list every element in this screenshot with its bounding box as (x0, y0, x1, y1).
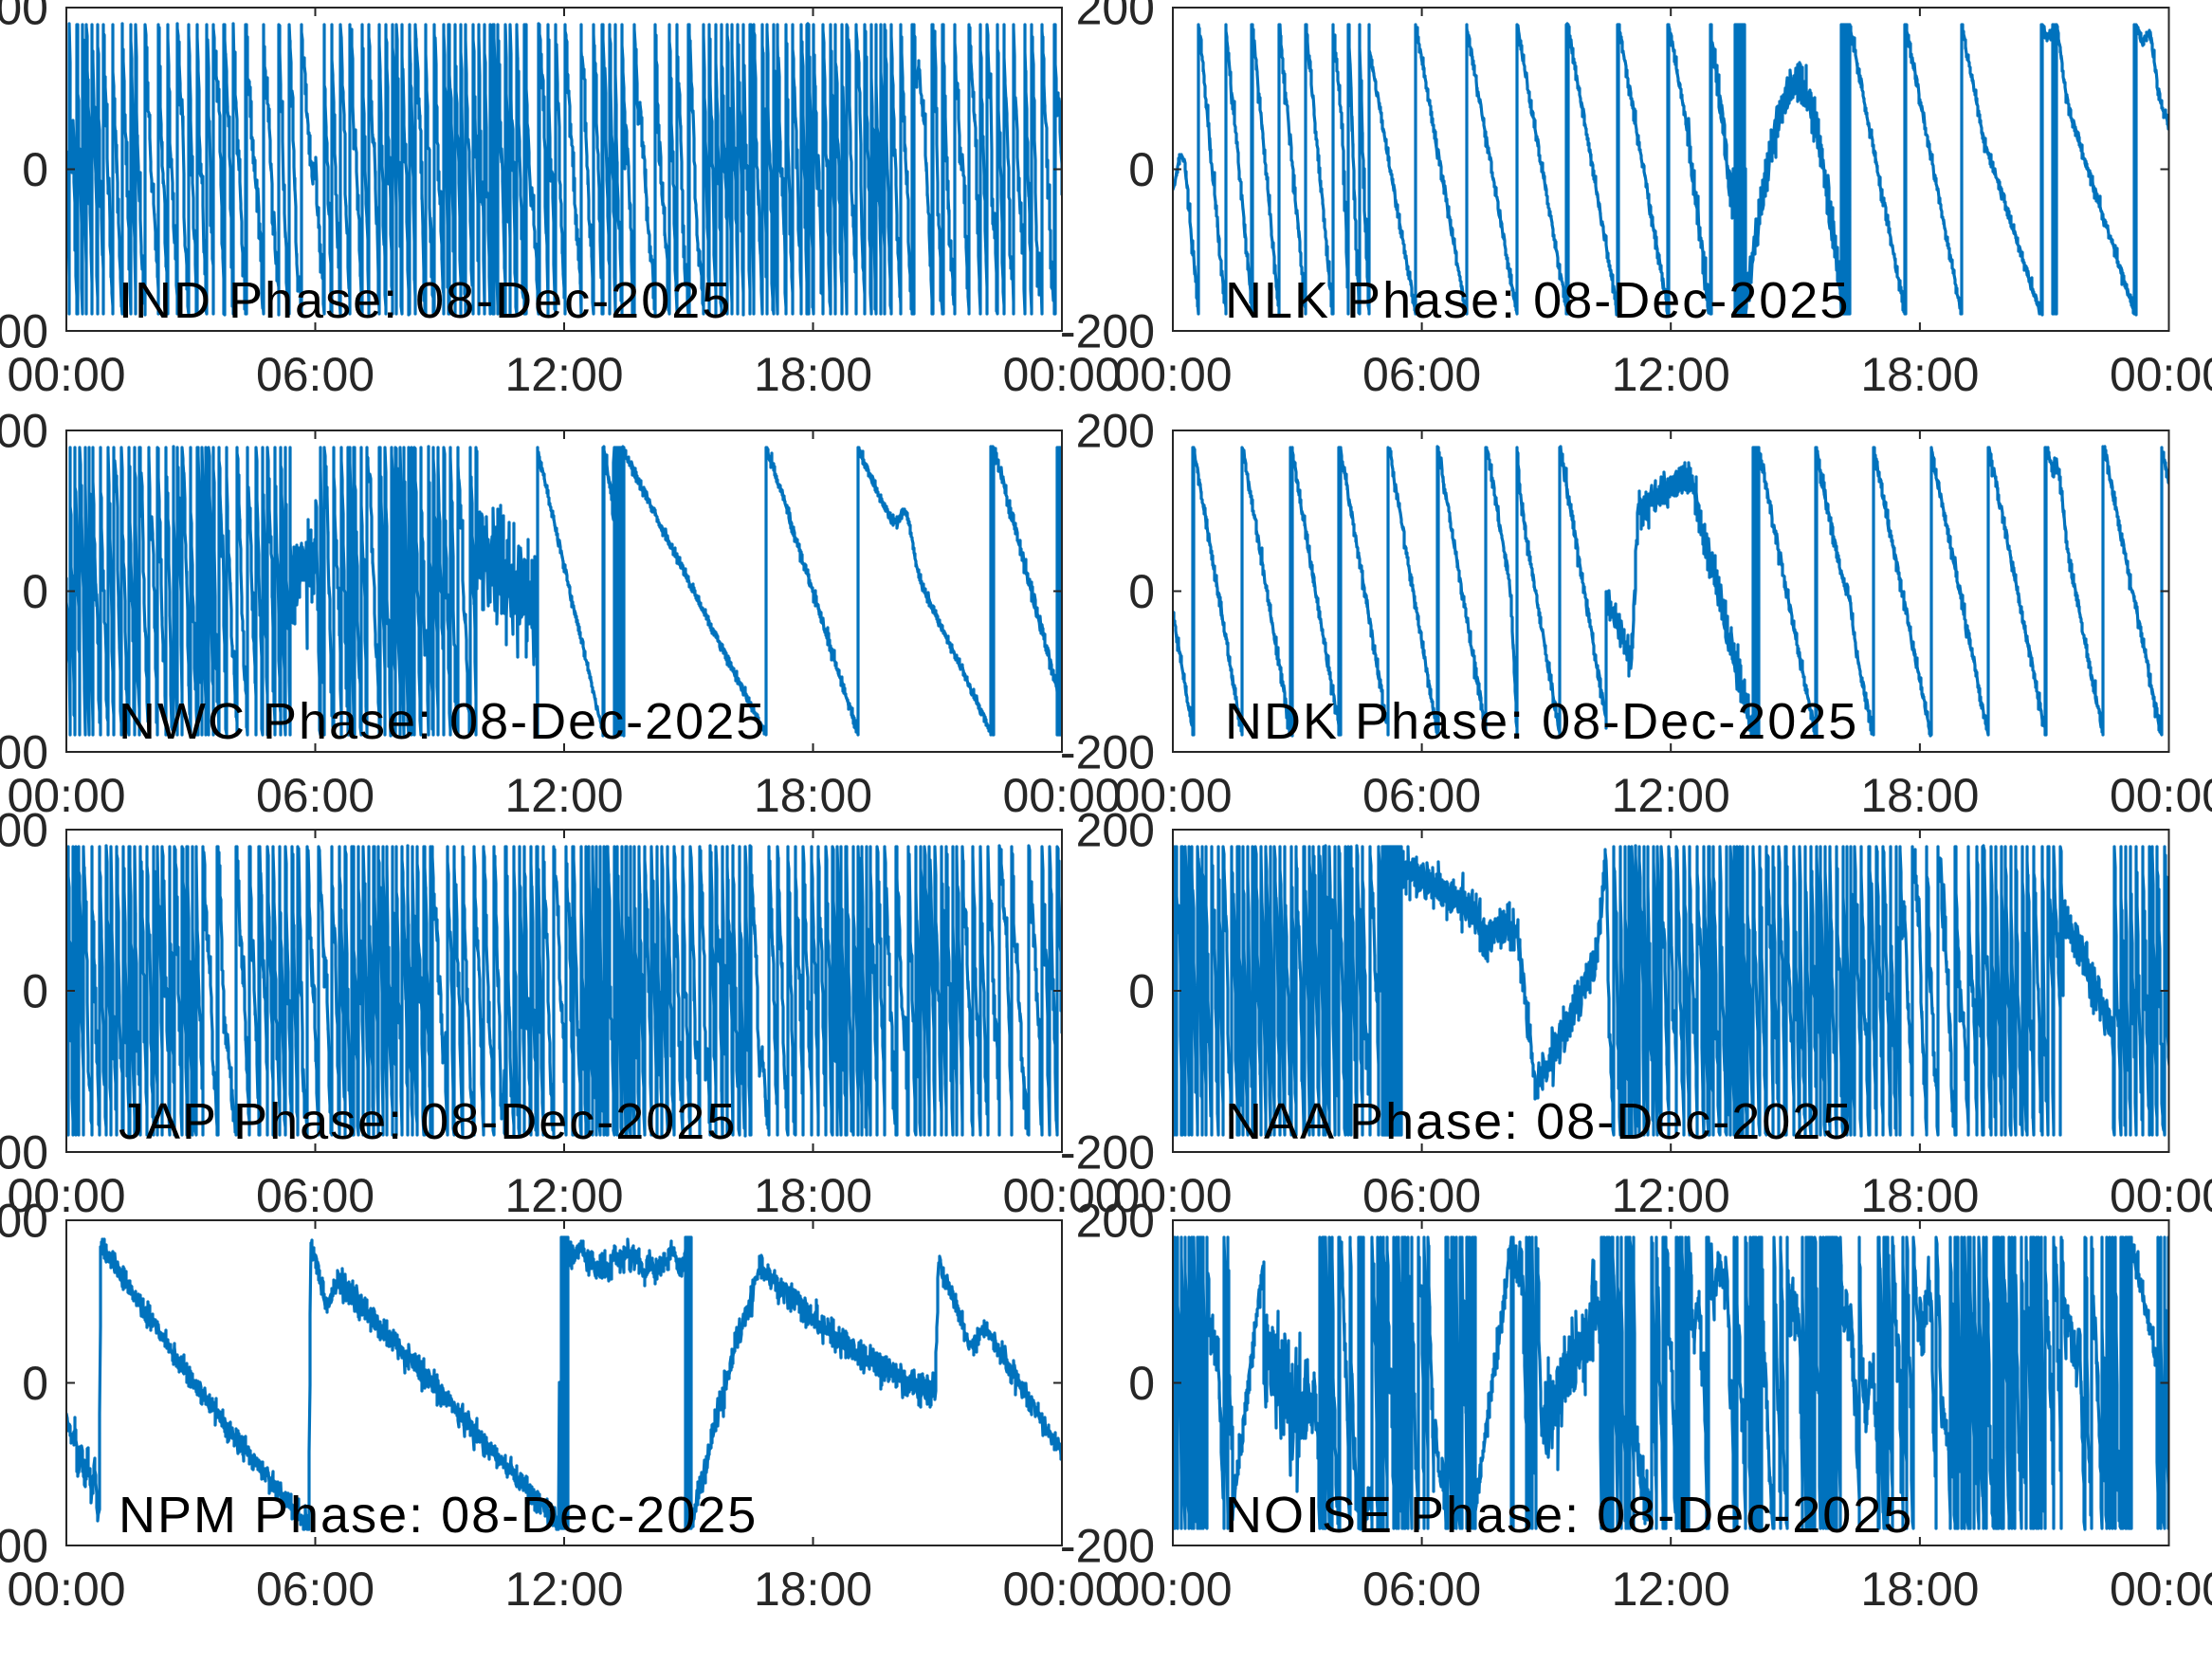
svg-text:0: 0 (22, 965, 48, 1018)
svg-text:00:00: 00:00 (2110, 1169, 2212, 1222)
svg-text:200: 200 (0, 0, 48, 35)
svg-text:-200: -200 (1060, 1126, 1155, 1179)
svg-text:0: 0 (22, 1357, 48, 1410)
svg-text:-200: -200 (0, 305, 48, 358)
svg-text:18:00: 18:00 (754, 1563, 872, 1616)
svg-text:0: 0 (1128, 565, 1155, 618)
svg-text:06:00: 06:00 (256, 1169, 375, 1222)
svg-text:200: 200 (1076, 1195, 1155, 1248)
svg-text:-200: -200 (1060, 1520, 1155, 1573)
svg-text:12:00: 12:00 (1612, 769, 1730, 822)
svg-text:NOISE Phase: 08-Dec-2025: NOISE Phase: 08-Dec-2025 (1225, 1487, 1913, 1544)
svg-text:200: 200 (0, 405, 48, 458)
svg-text:0: 0 (22, 143, 48, 196)
svg-text:00:00: 00:00 (1113, 348, 1232, 401)
svg-text:18:00: 18:00 (754, 1169, 872, 1222)
svg-text:00:00: 00:00 (1002, 1169, 1121, 1222)
svg-text:0: 0 (22, 565, 48, 618)
svg-text:00:00: 00:00 (1002, 769, 1121, 822)
svg-text:00:00: 00:00 (7, 1169, 125, 1222)
svg-text:00:00: 00:00 (1113, 1169, 1232, 1222)
svg-text:18:00: 18:00 (1860, 348, 1979, 401)
svg-text:-200: -200 (1060, 305, 1155, 358)
svg-text:06:00: 06:00 (1362, 1169, 1481, 1222)
svg-text:00:00: 00:00 (1002, 1563, 1121, 1616)
svg-text:-200: -200 (0, 1520, 48, 1573)
svg-text:NAA Phase: 08-Dec-2025: NAA Phase: 08-Dec-2025 (1225, 1093, 1853, 1150)
svg-text:200: 200 (1076, 405, 1155, 458)
svg-text:00:00: 00:00 (1002, 348, 1121, 401)
svg-text:12:00: 12:00 (1612, 1563, 1730, 1616)
svg-text:0: 0 (1128, 965, 1155, 1018)
svg-text:200: 200 (0, 804, 48, 857)
svg-text:0: 0 (1128, 1357, 1155, 1410)
svg-text:00:00: 00:00 (2110, 769, 2212, 822)
svg-text:06:00: 06:00 (256, 1563, 375, 1616)
svg-text:00:00: 00:00 (2110, 348, 2212, 401)
svg-text:12:00: 12:00 (504, 1563, 623, 1616)
svg-text:12:00: 12:00 (504, 348, 623, 401)
svg-text:200: 200 (0, 1195, 48, 1248)
svg-text:IND Phase: 08-Dec-2025: IND Phase: 08-Dec-2025 (119, 272, 732, 329)
svg-text:12:00: 12:00 (504, 1169, 623, 1222)
svg-text:18:00: 18:00 (754, 769, 872, 822)
svg-text:00:00: 00:00 (1113, 769, 1232, 822)
svg-text:JAP Phase: 08-Dec-2025: JAP Phase: 08-Dec-2025 (119, 1093, 737, 1150)
svg-text:-200: -200 (1060, 726, 1155, 779)
svg-text:-200: -200 (0, 726, 48, 779)
svg-text:06:00: 06:00 (1362, 1563, 1481, 1616)
svg-text:06:00: 06:00 (1362, 348, 1481, 401)
svg-text:-200: -200 (0, 1126, 48, 1179)
svg-text:00:00: 00:00 (2110, 1563, 2212, 1616)
svg-text:12:00: 12:00 (1612, 1169, 1730, 1222)
svg-text:0: 0 (1128, 143, 1155, 196)
svg-text:NPM Phase: 08-Dec-2025: NPM Phase: 08-Dec-2025 (119, 1487, 758, 1544)
svg-text:06:00: 06:00 (1362, 769, 1481, 822)
svg-text:200: 200 (1076, 0, 1155, 35)
svg-text:18:00: 18:00 (754, 348, 872, 401)
svg-text:NWC Phase: 08-Dec-2025: NWC Phase: 08-Dec-2025 (119, 693, 766, 750)
svg-text:12:00: 12:00 (1612, 348, 1730, 401)
svg-text:06:00: 06:00 (256, 348, 375, 401)
svg-text:NLK Phase: 08-Dec-2025: NLK Phase: 08-Dec-2025 (1225, 272, 1850, 329)
svg-text:18:00: 18:00 (1860, 769, 1979, 822)
svg-text:18:00: 18:00 (1860, 1169, 1979, 1222)
svg-text:12:00: 12:00 (504, 769, 623, 822)
svg-text:06:00: 06:00 (256, 769, 375, 822)
svg-text:18:00: 18:00 (1860, 1563, 1979, 1616)
svg-text:00:00: 00:00 (7, 348, 125, 401)
svg-text:200: 200 (1076, 804, 1155, 857)
svg-text:NDK Phase: 08-Dec-2025: NDK Phase: 08-Dec-2025 (1225, 693, 1858, 750)
svg-text:00:00: 00:00 (7, 769, 125, 822)
svg-text:00:00: 00:00 (1113, 1563, 1232, 1616)
svg-text:00:00: 00:00 (7, 1563, 125, 1616)
